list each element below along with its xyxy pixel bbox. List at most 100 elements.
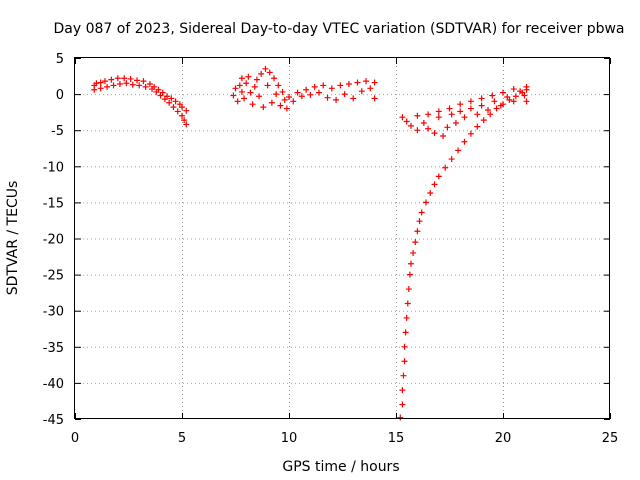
data-point — [286, 93, 292, 100]
data-point — [168, 95, 175, 102]
data-point — [181, 117, 188, 124]
plot-frame — [74, 57, 610, 419]
data-point — [159, 89, 166, 96]
data-point — [129, 81, 136, 88]
data-point — [461, 138, 468, 145]
y-tick-labels: 5 0 -5 -10 -15 -20 -25 -30 -35 -40 -45 — [43, 52, 64, 428]
data-point — [425, 125, 432, 132]
data-point — [414, 112, 421, 119]
y-tick-label: -5 — [51, 124, 64, 139]
data-point — [427, 190, 434, 197]
data-point — [241, 95, 248, 102]
data-point — [266, 69, 273, 76]
data-point — [399, 387, 406, 394]
data-point — [303, 86, 310, 93]
data-point — [328, 85, 335, 92]
data-point — [461, 114, 468, 121]
data-point — [523, 83, 530, 90]
data-point — [101, 78, 108, 85]
data-point — [164, 93, 171, 100]
data-point — [397, 414, 404, 421]
data-point — [500, 89, 506, 96]
data-point — [367, 85, 374, 92]
data-point — [281, 96, 288, 103]
data-point — [315, 89, 322, 96]
data-point — [93, 80, 100, 87]
data-point — [142, 83, 149, 90]
data-point — [455, 147, 462, 154]
data-point — [403, 118, 410, 125]
data-point — [404, 300, 411, 307]
data-point — [405, 286, 412, 293]
data-point — [435, 108, 442, 115]
data-point — [401, 343, 408, 350]
data-point — [337, 82, 344, 89]
series-arc-3 — [397, 86, 530, 421]
data-point — [311, 83, 318, 90]
x-tick-label: 5 — [178, 431, 186, 446]
data-point — [146, 80, 153, 87]
data-point — [407, 122, 414, 129]
data-point — [457, 101, 464, 108]
data-point — [358, 88, 365, 95]
data-point — [110, 82, 117, 89]
data-point — [91, 86, 98, 93]
x-tick-labels: 0 5 10 15 20 25 — [71, 431, 618, 446]
data-point — [467, 130, 474, 137]
data-point — [271, 75, 278, 82]
data-point — [236, 82, 243, 89]
series-arc-2 — [230, 65, 378, 112]
data-point — [489, 92, 496, 99]
data-point — [123, 80, 130, 87]
data-point — [298, 93, 305, 100]
data-point — [467, 105, 474, 112]
y-tick-label: -15 — [43, 196, 64, 211]
data-point — [414, 127, 421, 134]
data-point — [324, 94, 331, 101]
grid — [75, 58, 610, 419]
data-point — [350, 95, 357, 102]
data-point — [283, 105, 290, 112]
y-tick-label: -30 — [43, 305, 64, 320]
data-point — [116, 80, 123, 87]
y-tick-label: 5 — [56, 52, 64, 67]
y-tick-label: -25 — [43, 269, 64, 284]
data-point — [448, 156, 455, 163]
data-point — [183, 107, 190, 114]
data-point — [435, 173, 442, 180]
data-point — [517, 88, 524, 95]
data-point — [407, 260, 414, 267]
data-point — [294, 89, 301, 96]
data-point — [493, 105, 500, 112]
data-point — [121, 75, 128, 82]
data-point — [277, 102, 284, 109]
data-point — [275, 82, 282, 89]
data-point — [97, 79, 104, 86]
data-point — [448, 111, 455, 118]
axis-ticks — [75, 58, 611, 420]
data-point — [238, 75, 245, 82]
y-tick-label: -40 — [43, 377, 64, 392]
data-point — [140, 78, 147, 85]
data-point — [446, 105, 453, 112]
y-tick-label: -20 — [43, 233, 64, 248]
data-point — [341, 91, 348, 98]
data-point — [273, 91, 280, 98]
data-point — [480, 117, 487, 124]
data-point — [504, 93, 511, 100]
data-point — [523, 98, 530, 105]
data-point — [510, 86, 517, 93]
data-point — [363, 78, 370, 85]
data-point — [183, 121, 190, 128]
data-point — [166, 99, 173, 106]
data-point — [399, 401, 406, 408]
data-point — [474, 111, 481, 118]
data-point — [521, 92, 528, 99]
data-point — [170, 104, 177, 111]
data-point — [238, 88, 245, 95]
y-tick-label: -35 — [43, 341, 64, 356]
data-point — [406, 271, 413, 278]
x-tick-label: 10 — [281, 431, 298, 446]
data-point — [478, 102, 485, 109]
